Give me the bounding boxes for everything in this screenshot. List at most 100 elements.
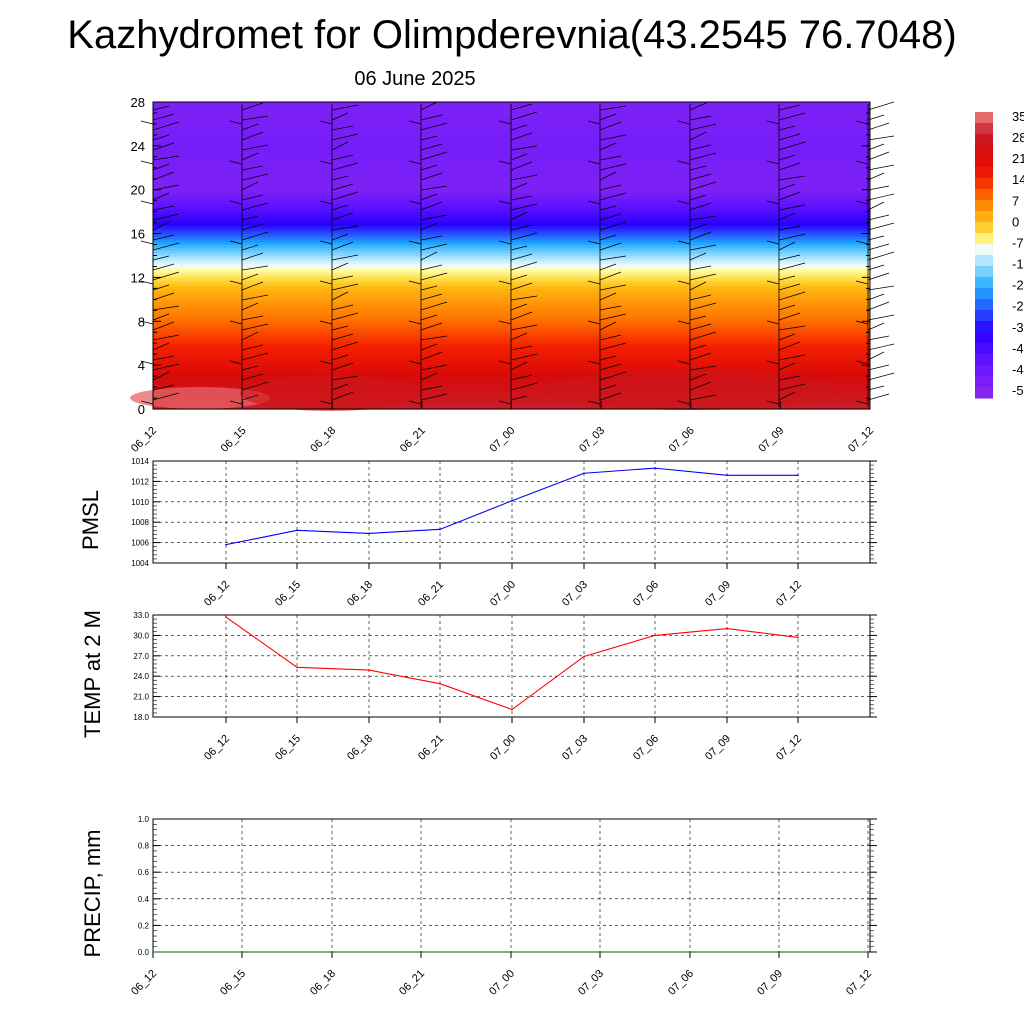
- wind-barb: [319, 360, 333, 365]
- colorbar-swatch: [975, 299, 993, 311]
- data-point: [778, 951, 780, 953]
- wind-barb: [408, 320, 422, 325]
- wind-barb: [241, 181, 259, 191]
- wind-barb: [510, 274, 528, 281]
- colorbar-label: 14: [1012, 172, 1024, 187]
- x-tick-label: 06_18: [308, 425, 338, 455]
- temperature-band: [153, 225, 870, 229]
- data-point: [583, 472, 585, 475]
- temperature-band: [153, 269, 870, 273]
- temperature-band: [153, 340, 870, 344]
- y-tick-label: 8: [138, 314, 145, 329]
- wind-barb: [867, 135, 895, 141]
- wind-barb: [498, 360, 512, 365]
- y-tick-label: 0.6: [138, 868, 150, 877]
- wind-barb: [599, 255, 627, 261]
- data-point: [241, 951, 243, 953]
- temperature-band: [153, 263, 870, 268]
- wind-barb: [420, 393, 448, 401]
- x-tick-label: 07_03: [576, 968, 606, 998]
- data-point: [420, 951, 422, 953]
- wind-barb: [420, 251, 438, 261]
- wind-barb: [229, 240, 243, 245]
- wind-barb: [778, 354, 806, 361]
- wind-barb: [689, 194, 707, 201]
- wind-barb: [599, 313, 627, 321]
- wind-barb: [689, 294, 712, 301]
- x-tick-label: 06_15: [273, 579, 303, 609]
- temperature-band: [153, 244, 870, 248]
- wind-barb: [778, 104, 801, 111]
- page-title: Kazhydromet for Olimpderevnia(43.2545 76…: [67, 13, 957, 57]
- wind-barb: [152, 163, 170, 171]
- wind-barb: [587, 200, 601, 205]
- data-point: [296, 529, 298, 532]
- wind-barb: [867, 314, 895, 321]
- wind-barb: [241, 152, 259, 161]
- x-tick-label: 07_09: [755, 968, 785, 998]
- wind-barb: [331, 112, 349, 121]
- wind-barb: [689, 365, 717, 371]
- wind-barb: [331, 291, 349, 301]
- wind-barb: [677, 360, 691, 365]
- wind-barb: [778, 341, 801, 351]
- wind-barb: [689, 373, 707, 381]
- colorbar-swatch: [975, 200, 993, 212]
- wind-barb: [587, 360, 601, 365]
- wind-barb: [778, 141, 806, 151]
- wind-barb: [408, 200, 422, 205]
- temperature-band: [153, 326, 870, 331]
- wind-barb: [420, 164, 438, 171]
- wind-barb: [331, 262, 349, 271]
- wind-barb: [867, 301, 890, 311]
- wind-barb: [331, 391, 354, 401]
- y-tick-label: 1004: [131, 559, 149, 568]
- y-tick-label: 16: [131, 227, 145, 242]
- temperature-band: [153, 282, 870, 287]
- colorbar-label: -7: [1012, 235, 1024, 250]
- plot-frame: [152, 818, 871, 953]
- wind-barb: [152, 263, 175, 271]
- temperature-band: [153, 310, 870, 314]
- wind-barb: [677, 280, 691, 285]
- wind-barb: [408, 400, 422, 405]
- wind-barb: [510, 345, 533, 351]
- wind-barb: [420, 243, 448, 251]
- wind-barb: [587, 320, 601, 325]
- wind-barb: [689, 231, 712, 241]
- wind-barb: [689, 344, 707, 351]
- temperature-band: [153, 140, 870, 144]
- wind-barb: [140, 400, 154, 405]
- data-point: [225, 543, 227, 546]
- wind-barb: [140, 280, 154, 285]
- wind-barb: [319, 120, 333, 125]
- wind-barb: [599, 163, 627, 171]
- y-tick-label: 33.0: [133, 611, 149, 620]
- temperature-band: [153, 315, 870, 320]
- wind-barb: [778, 275, 796, 281]
- colorbar-swatch: [975, 178, 993, 190]
- wind-barb: [677, 320, 691, 325]
- wind-barb: [599, 192, 627, 201]
- wind-barb: [420, 135, 438, 141]
- wind-barb: [599, 221, 627, 231]
- wind-barb: [599, 371, 627, 381]
- y-tick-label: 24: [131, 139, 145, 154]
- wind-barb: [140, 160, 154, 165]
- temperature-band: [153, 195, 870, 199]
- wind-barb: [689, 302, 717, 311]
- wind-barb: [867, 151, 890, 161]
- wind-barb: [689, 265, 712, 271]
- wind-barb: [599, 271, 622, 281]
- wind-barb: [241, 365, 259, 371]
- wind-barb: [420, 301, 448, 311]
- wind-barb: [152, 321, 175, 331]
- x-tick-label: 07_00: [488, 425, 518, 455]
- wind-barb: [241, 194, 264, 201]
- wind-barb: [778, 383, 806, 391]
- y-tick-label: 4: [138, 358, 145, 373]
- x-tick-label: 06_12: [129, 425, 159, 455]
- colorbar-label: -3: [1012, 320, 1024, 335]
- wind-barb: [867, 393, 890, 401]
- wind-barb: [331, 233, 349, 241]
